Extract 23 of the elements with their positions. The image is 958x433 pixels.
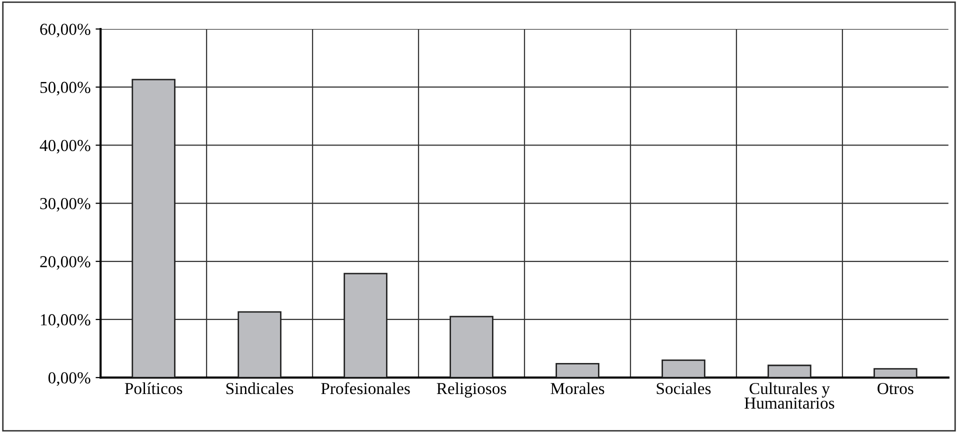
bar bbox=[556, 362, 600, 378]
x-tick-label: Sindicales bbox=[226, 382, 294, 394]
y-tick-label: 30,00% bbox=[40, 198, 90, 212]
bar bbox=[768, 364, 812, 378]
bar bbox=[450, 316, 494, 378]
bar bbox=[344, 272, 388, 378]
x-tick-label: Otros bbox=[878, 382, 914, 394]
bar bbox=[132, 78, 176, 378]
x-tick-label: Religiosos bbox=[436, 382, 506, 398]
bar bbox=[662, 359, 706, 378]
bar bbox=[874, 368, 918, 378]
y-tick-label: 40,00% bbox=[40, 140, 90, 154]
x-tick-label: Culturales y Humanitarios bbox=[744, 382, 834, 409]
x-tick-label: Sociales bbox=[656, 382, 711, 394]
x-tick-label: Morales bbox=[550, 382, 604, 394]
bar bbox=[238, 311, 282, 378]
y-tick-label: 50,00% bbox=[40, 82, 90, 96]
x-tick-label: Profesionales bbox=[321, 382, 410, 394]
y-tick-label: 10,00% bbox=[40, 314, 90, 328]
y-tick-label: 20,00% bbox=[40, 256, 90, 270]
y-tick-label: 60,00% bbox=[40, 24, 90, 38]
y-tick-label: 0,00% bbox=[48, 372, 90, 386]
x-tick-label: Políticos bbox=[124, 382, 182, 394]
